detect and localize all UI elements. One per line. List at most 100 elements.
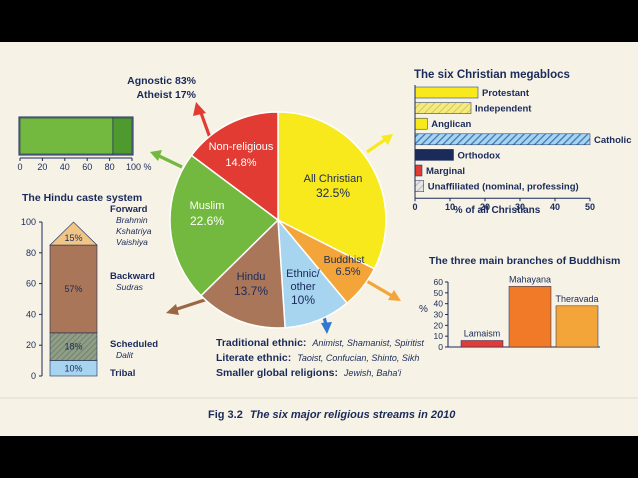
christian-bar-label: Orthodox [458,150,501,161]
hindu-segment-scheduled [49,332,98,361]
pie-slice-muslim [169,154,280,297]
nonreligious-chart: Agnostic 83% Atheist 17% 0 20 40 60 80 100 % [17,75,196,172]
pie-slice-non-religious [190,111,279,222]
hindu-tick-label: 60 [26,279,36,289]
hindu-segment-value: 57% [64,284,82,294]
buddhism-tick-label: 30 [434,310,444,320]
buddhism-bars: Lamaism Mahayana Theravada [460,274,599,348]
caption-text: The six major religious streams in 2010 [250,409,456,421]
christian-axis: 0 10 20 30 40 50 [412,85,595,212]
pie-label-nonreligious-name: Non-religious [209,141,274,153]
pie-label-muslim-name: Muslim [190,200,225,212]
nonreligious-bar-frame [18,116,134,156]
hindu-segment-backward [49,244,98,334]
hindu-tick-label: 80 [26,248,36,258]
pie-label-ethnic-name-1: Ethnic/ [286,268,321,280]
christian-bar-label: Unaffiliated (nominal, professing) [428,182,579,193]
nonreligious-axis: 0 20 40 60 80 100 % [17,157,152,172]
hindu-tick-label: 100 [21,217,36,227]
christian-bar-catholic [414,133,591,146]
hindu-segment-forward [49,221,98,246]
nonreligious-bar-agnostic [19,117,114,155]
christian-bar-marginal [414,164,423,177]
nonreligious-tick-label: 40 [60,162,70,172]
nonreligious-tick-label: 20 [37,162,47,172]
hindu-caste-sub: Dalit [116,350,134,360]
buddhism-tick-label: 20 [434,320,444,330]
buddhism-ylabel: % [419,304,428,315]
christian-tick-label: 0 [412,202,417,212]
christian-tick-label: 10 [445,202,455,212]
christian-tick-label: 30 [515,202,525,212]
hindu-caste-name: Tribal [110,368,135,379]
note-literate-label: Literate ethnic: [216,352,291,364]
nonreligious-tick-label: 0 [17,162,22,172]
pie-slice-all-christian [277,111,387,270]
pie-label-buddhist-name: Buddhist [324,254,365,266]
arrow-buddhist-head [388,290,401,301]
christian-xlabel: % of all Christians [454,205,541,216]
note-traditional-label: Traditional ethnic: [216,337,306,349]
buddhism-bar-lamaism [460,340,504,348]
hindu-axis: 0 20 40 60 80 100 [21,217,43,381]
figure-page: Non-religious 14.8% All Christian 32.5% … [0,42,638,436]
arrow-ethnic-head [321,322,332,334]
christian-bar-anglican [414,117,428,130]
buddhism-tick-label: 0 [438,342,443,352]
religions-pie [169,111,387,329]
hindu-segment-value: 15% [64,233,82,243]
hindu-title: The Hindu caste system [22,192,142,204]
figure-canvas: Non-religious 14.8% All Christian 32.5% … [0,69,638,421]
hindu-caste-name: Backward [110,271,155,282]
hindu-caste-sub: Brahmin [116,215,148,225]
buddhism-bar-label: Theravada [555,294,598,304]
pie-labels: Non-religious 14.8% All Christian 32.5% … [190,141,365,307]
pie-label-christian-value: 32.5% [316,186,350,200]
arrow-christian [366,137,387,154]
buddhism-chart: The three main branches of Buddhism % 01… [419,255,620,352]
hindu-caste-sub: Sudras [116,282,144,292]
note-traditional-items: Animist, Shamanist, Spiritist [311,338,424,348]
hindu-segment-value: 18% [64,342,82,352]
christian-tick-label: 40 [550,202,560,212]
pie-label-nonreligious-value: 14.8% [225,157,256,169]
hindu-tick-label: 20 [26,340,36,350]
arrow-nonreligious-up-head [193,102,206,116]
buddhism-tick-label: 60 [434,277,444,287]
christian-bar-independent [414,102,472,114]
atheist-label: Atheist 17% [136,89,196,101]
buddhism-bar-label: Lamaism [464,329,501,339]
pie-label-hindu-value: 13.7% [234,284,268,298]
hindu-tick-label: 0 [31,371,36,381]
christian-tick-label: 20 [480,202,490,212]
arrow-christian-head [381,134,393,145]
christian-bar-label: Catholic [594,135,631,146]
ethnic-notes: Traditional ethnic: Animist, Shamanist, … [216,337,424,379]
pie-label-buddhist-value: 6.5% [335,266,360,278]
christian-bar-label: Protestant [482,88,530,99]
note-smaller-items: Jewish, Baha'i [343,368,402,378]
nonreligious-bars [18,116,134,156]
hindu-segment-value: 10% [64,363,82,373]
buddhism-tick-label: 10 [434,331,444,341]
nonreligious-tick-label: 100 % [126,162,152,172]
hindu-caste-name: Forward [110,204,148,215]
hindu-caste-sub: Kshatriya [116,226,152,236]
christian-title: The six Christian megablocs [414,69,570,81]
pie-label-christian-name: All Christian [304,173,363,185]
buddhism-bar-theravada [555,305,599,348]
christian-tick-label: 50 [585,202,595,212]
christian-chart: The six Christian megablocs Protestant In… [412,69,631,216]
hindu-caste-sub: Vaishiya [116,237,148,247]
hindu-bars: 10% 18% 57% 15% [49,221,98,377]
christian-bar-unaffiliated [414,180,424,192]
nonreligious-tick-label: 80 [105,162,115,172]
nonreligious-tick-label: 60 [82,162,92,172]
hindu-tick-label: 40 [26,309,36,319]
pie-label-muslim-value: 22.6% [190,214,224,228]
note-literate-items: Taoist, Confucian, Shinto, Sikh [297,353,419,363]
note-smaller-label: Smaller global religions: [216,367,338,379]
arrow-nonreligious-left-head [150,150,162,161]
